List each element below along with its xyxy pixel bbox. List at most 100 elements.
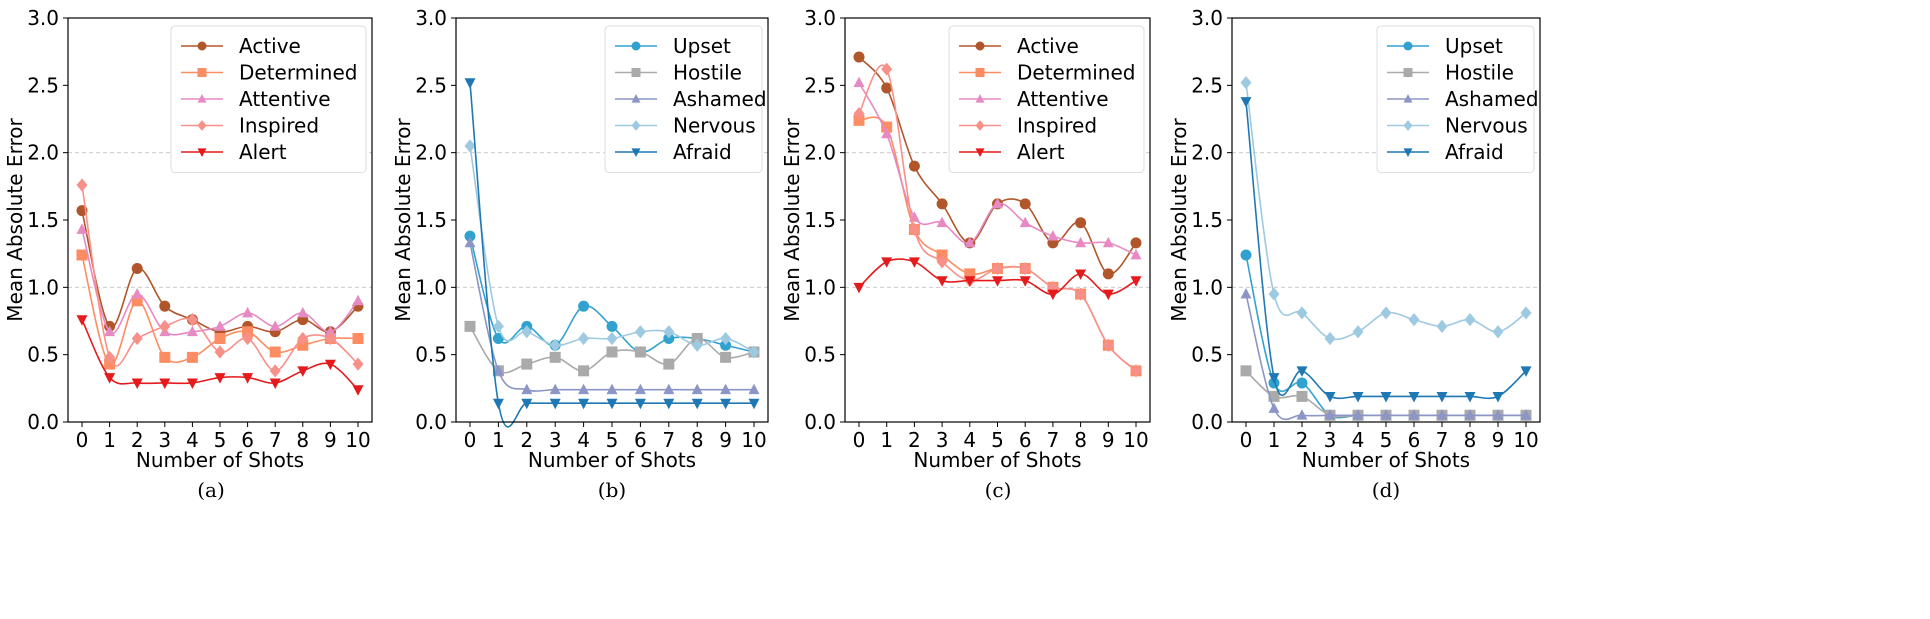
subplot-c: 0.0 0.5 1.0 1.5 2.0 2.5 3.0 0 1 2 3 4 5 6 7 8 9 10 Number … xyxy=(780,6,1151,472)
marker-square xyxy=(214,333,226,345)
marker-triangle-up xyxy=(1520,409,1532,420)
marker-circle xyxy=(908,160,920,172)
marker-triangle-down xyxy=(1019,276,1031,287)
marker-triangle-down xyxy=(1130,276,1142,287)
x-tick-label: 5 xyxy=(606,428,619,452)
y-tick-label: 2.5 xyxy=(804,73,836,97)
marker-triangle-down xyxy=(1075,269,1087,280)
marker-triangle-down xyxy=(1268,373,1280,384)
marker-triangle-up xyxy=(936,216,948,228)
marker-diamond xyxy=(214,345,226,359)
marker-diamond xyxy=(1019,261,1031,276)
y-tick-label: 1.5 xyxy=(1191,208,1223,232)
y-tick-label: 3.0 xyxy=(415,6,447,30)
marker-square xyxy=(1403,68,1413,77)
marker-diamond xyxy=(104,350,116,364)
y-tick-label: 0.0 xyxy=(415,410,447,434)
marker-square xyxy=(549,351,561,363)
caption-c: (c) xyxy=(984,478,1012,502)
legend-label: Nervous xyxy=(1445,114,1528,138)
x-tick-label: 4 xyxy=(186,428,199,452)
marker-triangle-down xyxy=(606,398,618,410)
x-tick-label: 9 xyxy=(1492,428,1505,452)
x-tick-label: 9 xyxy=(324,428,337,452)
marker-diamond xyxy=(159,319,171,333)
marker-triangle-up xyxy=(881,127,893,139)
x-tick-label: 6 xyxy=(1019,428,1032,452)
series-line xyxy=(469,242,754,392)
marker-diamond xyxy=(1380,306,1392,320)
legend-label: Attentive xyxy=(239,87,331,111)
marker-diamond xyxy=(748,345,760,359)
marker-triangle-down xyxy=(908,257,920,268)
marker-square xyxy=(159,351,171,363)
legend-label: Nervous xyxy=(673,114,756,138)
marker-circle xyxy=(1403,41,1413,51)
marker-diamond xyxy=(1102,338,1114,352)
marker-diamond xyxy=(1436,319,1448,333)
marker-diamond xyxy=(131,331,143,346)
marker-triangle-down xyxy=(1403,148,1413,157)
marker-circle xyxy=(464,230,476,242)
marker-diamond xyxy=(1130,364,1142,378)
y-tick-label: 1.5 xyxy=(27,208,59,232)
marker-triangle-down xyxy=(634,398,646,410)
series-alert xyxy=(76,315,364,396)
marker-triangle-up xyxy=(104,325,116,337)
y-tick-label: 3.0 xyxy=(27,6,59,30)
subplot-a: 0.0 0.5 1.0 1.5 2.0 2.5 3.0 0 1 2 3 4 5 6 7 8 9 10 Number … xyxy=(3,6,373,472)
marker-triangle-up xyxy=(1436,409,1448,420)
legend-label: Determined xyxy=(239,61,357,85)
marker-circle xyxy=(663,333,675,345)
marker-triangle-up xyxy=(1102,236,1114,248)
marker-triangle-up xyxy=(1492,409,1504,420)
y-tick-label: 2.0 xyxy=(1191,141,1223,165)
marker-triangle-up xyxy=(197,94,207,103)
caption-b: (b) xyxy=(597,478,627,502)
marker-circle xyxy=(606,320,618,332)
x-tick-label: 2 xyxy=(520,428,533,452)
marker-circle xyxy=(159,300,171,312)
subplot-d: 0.0 0.5 1.0 1.5 2.0 2.5 3.0 0 1 2 3 4 5 6 7 8 9 10 Number … xyxy=(1167,6,1541,472)
x-tick-label: 5 xyxy=(214,428,227,452)
marker-triangle-up xyxy=(1075,236,1087,248)
marker-triangle-up xyxy=(1047,230,1059,241)
series-attentive xyxy=(76,223,364,337)
marker-diamond xyxy=(663,325,675,339)
marker-triangle-up xyxy=(464,236,476,248)
series-nervous xyxy=(1240,76,1532,346)
y-axis-label: Mean Absolute Error xyxy=(1167,118,1191,322)
marker-diamond xyxy=(1240,76,1252,90)
marker-square xyxy=(269,346,281,358)
marker-square xyxy=(521,358,533,370)
marker-triangle-up xyxy=(1130,248,1142,260)
legend-label: Active xyxy=(239,34,301,58)
marker-square xyxy=(853,114,865,126)
legend-label: Alert xyxy=(1017,140,1065,164)
marker-triangle-up xyxy=(214,320,226,331)
marker-diamond xyxy=(936,255,948,269)
legend-label: Determined xyxy=(1017,61,1135,85)
marker-triangle-down xyxy=(324,359,336,371)
series-ashamed xyxy=(1240,288,1532,421)
marker-diamond xyxy=(242,331,254,346)
marker-circle xyxy=(936,198,948,210)
y-tick-label: 0.5 xyxy=(1191,343,1223,367)
marker-square xyxy=(242,326,254,338)
marker-circle xyxy=(881,82,893,94)
x-tick-label: 10 xyxy=(345,428,370,452)
x-tick-label: 1 xyxy=(103,428,116,452)
marker-diamond xyxy=(352,357,364,371)
x-tick-label: 2 xyxy=(1296,428,1309,452)
x-tick-label: 6 xyxy=(241,428,254,452)
marker-diamond xyxy=(1352,325,1364,339)
x-tick-label: 10 xyxy=(741,428,766,452)
legend-label: Upset xyxy=(1445,34,1503,58)
marker-triangle-up xyxy=(606,383,618,395)
x-tick-label: 7 xyxy=(269,428,282,452)
marker-triangle-down xyxy=(1324,392,1336,403)
legend-label: Inspired xyxy=(239,114,319,138)
x-tick-label: 3 xyxy=(1324,428,1337,452)
marker-diamond xyxy=(492,319,504,333)
legend-box xyxy=(1376,25,1535,173)
